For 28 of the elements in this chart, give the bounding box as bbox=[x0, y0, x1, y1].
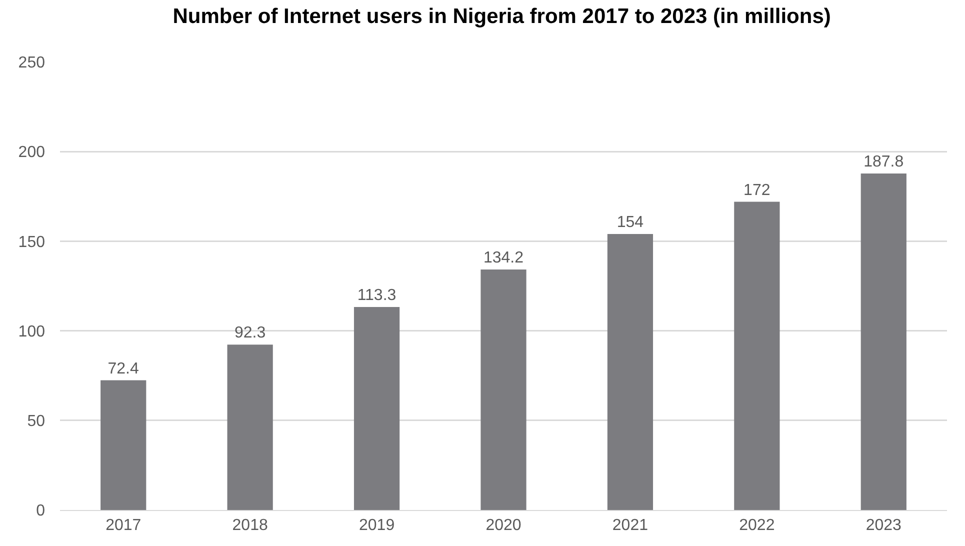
x-tick-label: 2022 bbox=[739, 517, 775, 534]
bar bbox=[227, 344, 273, 510]
y-tick-label: 50 bbox=[27, 413, 46, 430]
bar bbox=[480, 270, 526, 510]
data-label: 72.4 bbox=[108, 360, 139, 378]
x-tick-label: 2020 bbox=[486, 517, 522, 534]
bar bbox=[607, 234, 654, 510]
y-tick-label: 150 bbox=[18, 234, 46, 251]
data-label: 154 bbox=[616, 214, 644, 232]
x-tick-label: 2018 bbox=[232, 517, 268, 534]
data-label: 187.8 bbox=[864, 153, 904, 170]
x-tick-label: 2019 bbox=[358, 517, 395, 534]
y-tick-label: 250 bbox=[18, 54, 46, 72]
bar bbox=[734, 202, 780, 510]
bar bbox=[354, 306, 400, 510]
y-tick-label: 200 bbox=[18, 144, 46, 162]
x-tick-label: 2021 bbox=[612, 517, 648, 534]
data-label: 134.2 bbox=[483, 250, 524, 267]
data-label: 172 bbox=[744, 182, 770, 199]
y-tick-label: 0 bbox=[36, 502, 46, 520]
y-tick-label: 100 bbox=[18, 323, 46, 340]
x-tick-label: 2017 bbox=[106, 517, 142, 534]
data-label: 113.3 bbox=[357, 286, 396, 304]
bar bbox=[860, 173, 906, 510]
bar bbox=[100, 380, 146, 510]
x-tick-label: 2023 bbox=[866, 517, 902, 534]
chart-title: Number of Internet users in Nigeria from 2017 to 2023 (in millions) bbox=[172, 4, 831, 28]
data-label: 92.3 bbox=[234, 324, 266, 342]
